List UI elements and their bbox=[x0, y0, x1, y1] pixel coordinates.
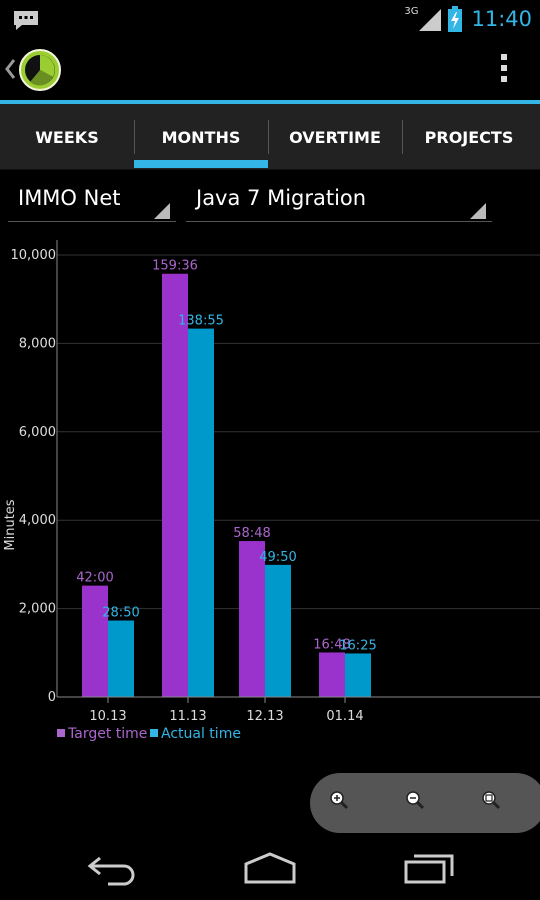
back-icon[interactable] bbox=[86, 850, 140, 886]
overflow-menu-icon[interactable] bbox=[498, 54, 510, 86]
tab-divider bbox=[268, 120, 269, 154]
bar-value-label: 28:50 bbox=[102, 606, 139, 621]
chevron-left-icon[interactable] bbox=[4, 54, 16, 84]
bar-actual-2 bbox=[265, 564, 291, 697]
zoom-in-icon[interactable] bbox=[328, 789, 350, 811]
selected-tab-indicator bbox=[134, 160, 268, 168]
y-tick-label: 6,000 bbox=[19, 425, 56, 440]
bar-value-label: 16:25 bbox=[339, 638, 376, 653]
zoom-controls bbox=[310, 773, 540, 833]
home-icon[interactable] bbox=[242, 850, 298, 886]
tab-divider bbox=[134, 120, 135, 154]
dropdown-arrow-icon bbox=[154, 203, 170, 219]
tab-bar: WEEKS MONTHS OVERTIME PROJECTS bbox=[0, 104, 540, 170]
legend-entry: Target time bbox=[67, 726, 147, 742]
status-bar: 3G 11:40 bbox=[0, 0, 540, 38]
y-tick-label: 4,000 bbox=[19, 513, 56, 528]
project-spinner-value: Java 7 Migration bbox=[196, 186, 367, 210]
bar-target-3 bbox=[319, 652, 345, 697]
bar-value-label: 138:55 bbox=[178, 314, 224, 329]
clock-time: 11:40 bbox=[471, 7, 532, 31]
bar-value-label: 16:48 bbox=[313, 637, 350, 652]
y-tick-label: 0 bbox=[48, 690, 56, 705]
clock-logo-icon[interactable] bbox=[18, 48, 62, 92]
message-icon bbox=[14, 11, 38, 30]
dropdown-arrow-icon bbox=[470, 203, 486, 219]
bar-actual-3 bbox=[345, 653, 371, 697]
bar-target-1 bbox=[162, 273, 188, 697]
tab-months[interactable]: MONTHS bbox=[161, 127, 241, 147]
y-tick-label: 8,000 bbox=[19, 336, 56, 351]
network-type-label: 3G bbox=[404, 5, 419, 17]
action-bar bbox=[0, 38, 540, 100]
zoom-out-icon[interactable] bbox=[404, 789, 426, 811]
legend-entry: Actual time bbox=[161, 726, 241, 742]
bar-chart: 42:00 28:50 159:36 138:55 58:48 49:50 16:4816:… bbox=[3, 240, 540, 742]
x-tick-label: 12.13 bbox=[246, 709, 283, 724]
signal-icon bbox=[419, 9, 442, 31]
bar-actual-1 bbox=[188, 328, 214, 697]
project-spinner[interactable]: Java 7 Migration bbox=[186, 178, 492, 222]
bar-target-0 bbox=[82, 585, 108, 697]
bar-value-label: 42:00 bbox=[76, 571, 113, 586]
bar-value-label: 49:50 bbox=[259, 550, 296, 565]
battery-charging-icon bbox=[448, 6, 463, 32]
bar-value-label: 58:48 bbox=[233, 526, 270, 541]
y-tick-label: 2,000 bbox=[19, 602, 56, 617]
x-tick-label: 01.14 bbox=[326, 709, 363, 724]
x-tick-label: 10.13 bbox=[89, 709, 126, 724]
tab-projects[interactable]: PROJECTS bbox=[424, 127, 514, 147]
client-spinner-value: IMMO Net bbox=[18, 186, 121, 210]
x-tick-label: 11.13 bbox=[169, 709, 206, 724]
y-tick-label: 10,000 bbox=[11, 248, 57, 263]
action-bar-divider bbox=[0, 100, 540, 104]
bar-target-2 bbox=[239, 541, 265, 697]
legend-swatch bbox=[57, 729, 65, 737]
recent-apps-icon[interactable] bbox=[402, 850, 456, 886]
tab-weeks[interactable]: WEEKS bbox=[35, 127, 99, 147]
tab-divider bbox=[402, 120, 403, 154]
client-spinner[interactable]: IMMO Net bbox=[8, 178, 176, 222]
zoom-reset-icon[interactable] bbox=[480, 789, 502, 811]
bar-actual-0 bbox=[108, 620, 134, 697]
tab-overtime[interactable]: OVERTIME bbox=[289, 127, 381, 147]
bar-value-label: 159:36 bbox=[152, 259, 198, 274]
y-axis-title: Minutes bbox=[3, 499, 18, 550]
navigation-bar bbox=[0, 836, 540, 900]
legend-swatch bbox=[150, 729, 158, 737]
